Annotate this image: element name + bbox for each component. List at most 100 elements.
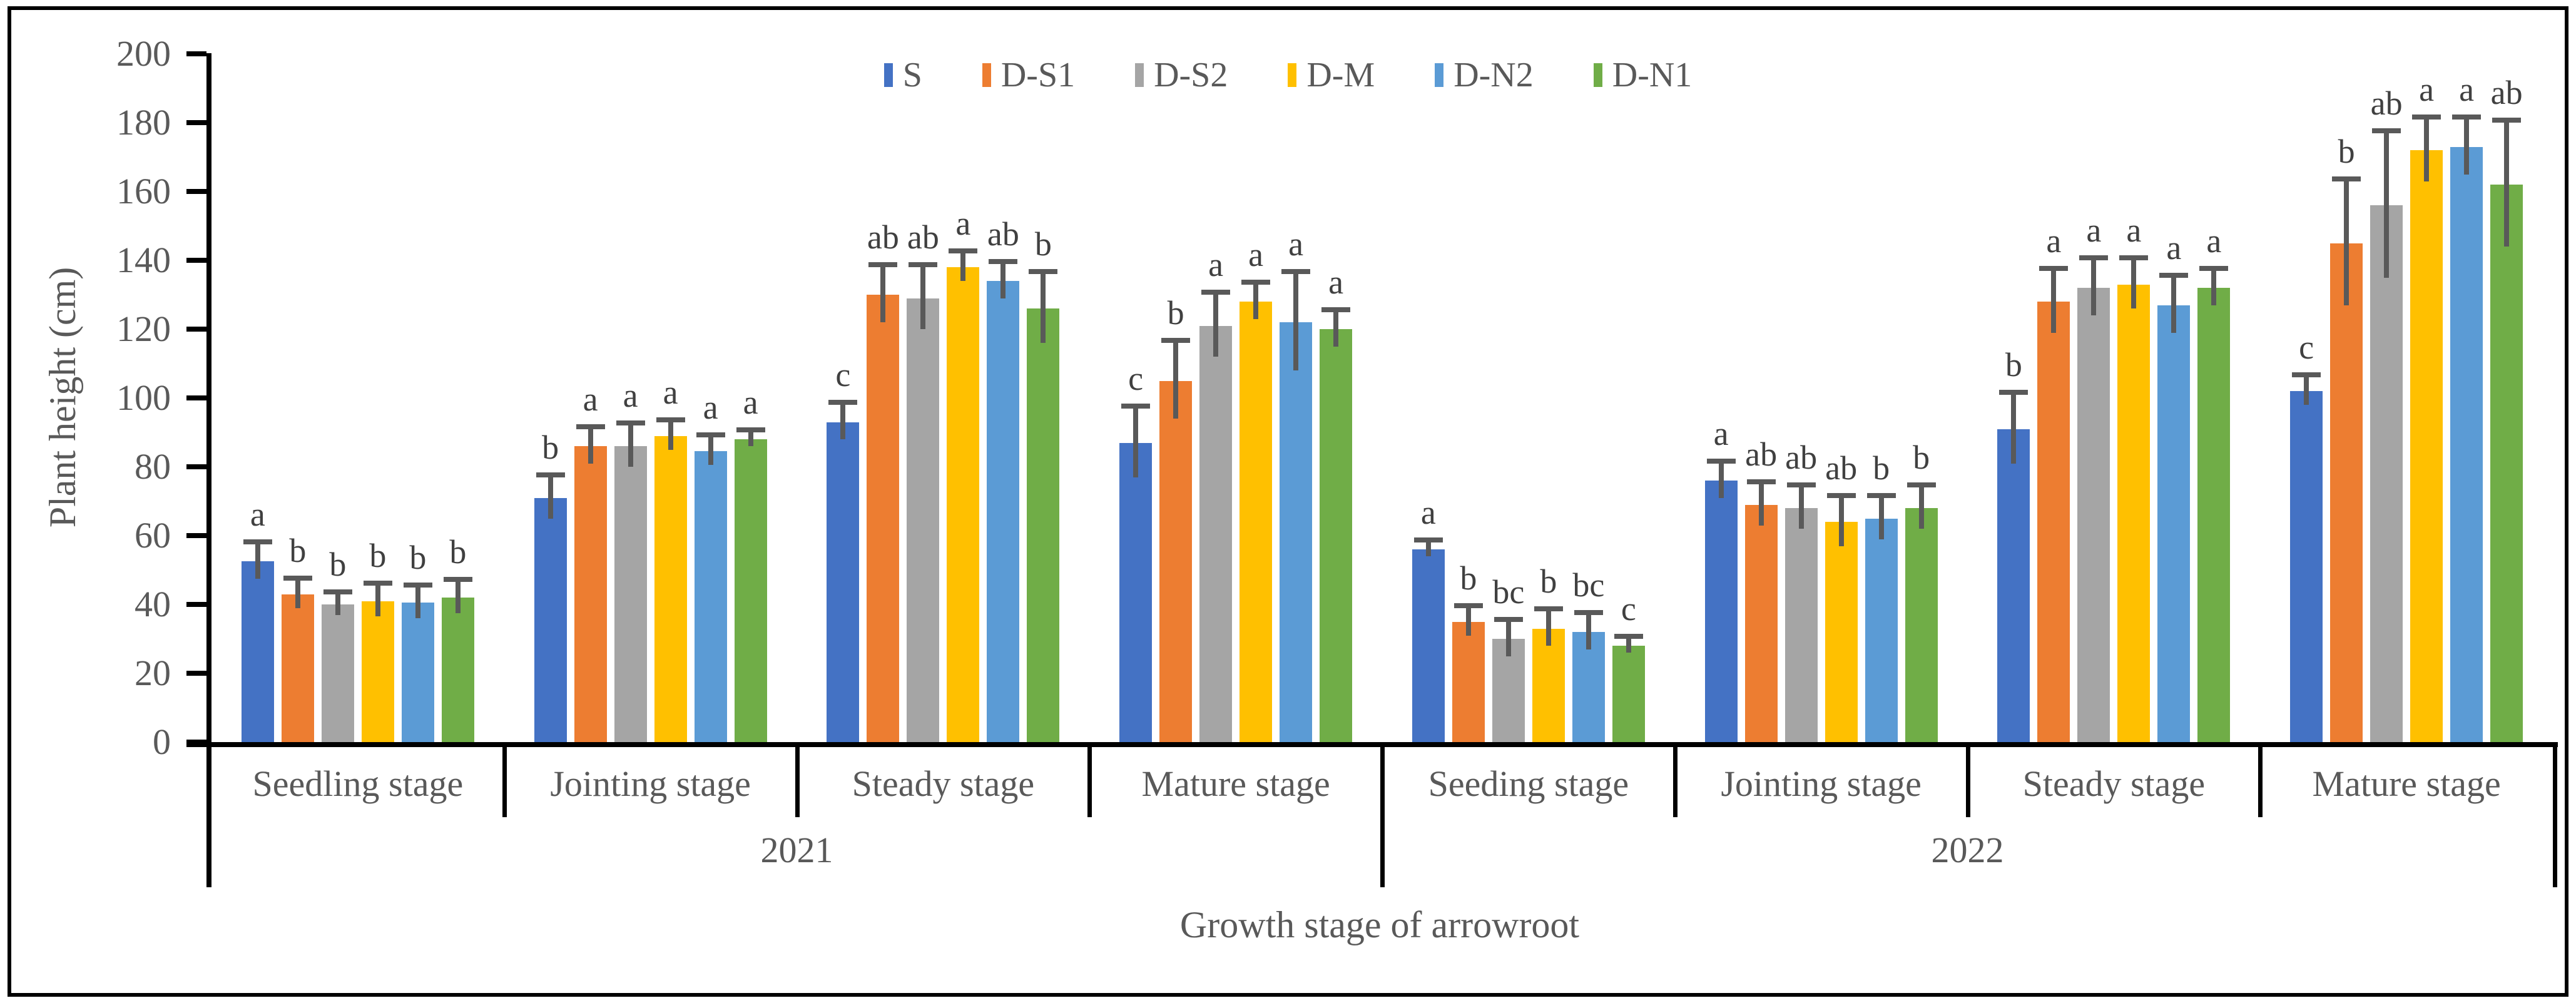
bar	[1159, 380, 1193, 742]
error-bar-stem	[748, 432, 753, 446]
bar	[1784, 508, 1818, 742]
bar	[2370, 205, 2403, 742]
bar	[281, 594, 314, 742]
error-bar-stem	[588, 429, 593, 464]
error-bar-stem	[2424, 119, 2430, 181]
significance-letter: a	[955, 205, 971, 242]
stage-divider-line	[2258, 747, 2263, 817]
figure-border	[8, 6, 2568, 997]
bar	[1492, 639, 1525, 742]
error-bar-cap	[283, 575, 312, 581]
legend-label: D-N1	[1612, 56, 1693, 94]
legend-item-d-n1: D-N1	[1593, 56, 1693, 94]
error-bar-cap	[2372, 128, 2401, 133]
legend-marker	[1435, 63, 1444, 87]
y-tick-mark	[186, 533, 206, 538]
error-bar-cap	[1029, 269, 1058, 274]
bar	[654, 435, 687, 742]
significance-letter: b	[2005, 345, 2022, 384]
error-bar-cap	[443, 577, 472, 583]
bar	[574, 446, 607, 742]
error-bar-cap	[828, 400, 858, 405]
bar	[1119, 442, 1153, 742]
y-tick-mark	[186, 740, 206, 745]
error-bar-stem	[1918, 487, 1924, 529]
bar	[1997, 429, 2030, 742]
significance-letter: a	[2166, 228, 2182, 267]
error-bar-cap	[696, 432, 725, 438]
error-bar-stem	[1133, 408, 1139, 477]
error-bar-cap	[403, 582, 432, 588]
significance-letter: ab	[1785, 439, 1818, 476]
significance-letter: b	[1167, 294, 1184, 332]
bar	[2490, 185, 2523, 742]
error-bar-stem	[2464, 119, 2470, 175]
significance-letter: ab	[907, 218, 939, 256]
significance-letter: b	[2338, 132, 2355, 170]
x-axis-title: Growth stage of arrowroot	[1179, 904, 1580, 945]
error-bar-stem	[2344, 181, 2349, 305]
significance-letter: a	[1328, 263, 1344, 301]
significance-letter: b	[1034, 225, 1052, 263]
error-bar-cap	[1786, 482, 1816, 487]
bar	[2410, 150, 2443, 742]
bar	[1280, 322, 1313, 742]
y-tick-label: 140	[116, 240, 171, 280]
significance-letter: c	[1128, 359, 1144, 397]
significance-letter: b	[369, 536, 387, 574]
error-bar-stem	[1838, 497, 1844, 546]
significance-letter: c	[835, 356, 851, 394]
error-bar-stem	[1465, 608, 1471, 636]
error-bar-cap	[1907, 482, 1936, 487]
y-tick-label: 200	[116, 33, 171, 74]
bar	[321, 604, 354, 742]
legend-label: D-M	[1306, 56, 1375, 94]
error-bar-stem	[375, 585, 380, 617]
significance-letter: b	[542, 428, 559, 466]
legend-marker	[1135, 63, 1144, 87]
error-bar-cap	[2492, 118, 2522, 123]
significance-letter: ab	[1745, 435, 1778, 473]
stage-divider-line	[795, 747, 800, 817]
year-divider-line	[1380, 747, 1385, 887]
bar	[1199, 325, 1233, 742]
error-bar-cap	[2199, 265, 2229, 271]
error-bar-cap	[536, 472, 565, 477]
error-bar-stem	[1213, 295, 1219, 357]
error-bar-cap	[576, 424, 605, 429]
error-bar-cap	[2039, 265, 2069, 271]
error-bar-cap	[868, 262, 898, 267]
bar	[1452, 621, 1485, 742]
bar	[441, 598, 474, 742]
stage-label: Seedling stage	[252, 763, 464, 804]
bar	[1572, 632, 1605, 742]
significance-letter: b	[1460, 559, 1477, 597]
error-bar-stem	[708, 437, 713, 466]
bar	[1612, 646, 1645, 742]
legend-item-d-s1: D-S1	[982, 56, 1075, 94]
bar	[907, 298, 940, 742]
bar	[1532, 628, 1565, 742]
x-axis-line	[186, 742, 2558, 747]
bar	[2117, 284, 2151, 742]
significance-letter: ab	[1825, 449, 1858, 487]
significance-letter: a	[2459, 70, 2475, 108]
stage-divider-line	[502, 747, 507, 817]
significance-letter: b	[409, 538, 427, 576]
error-bar-stem	[1041, 274, 1046, 343]
error-bar-cap	[1574, 609, 1603, 615]
bar	[987, 281, 1020, 742]
significance-letter: a	[2419, 70, 2435, 108]
significance-letter: a	[623, 377, 638, 414]
error-bar-cap	[1706, 458, 1736, 464]
error-bar-cap	[2119, 255, 2149, 260]
stage-divider-line	[1087, 747, 1092, 817]
significance-letter: a	[250, 495, 265, 533]
stage-label: Jointing stage	[550, 763, 751, 804]
significance-letter: c	[1621, 590, 1636, 628]
y-tick-label: 40	[135, 584, 171, 624]
error-bar-stem	[2051, 270, 2057, 333]
error-bar-cap	[989, 258, 1018, 264]
year-label: 2021	[760, 830, 833, 870]
